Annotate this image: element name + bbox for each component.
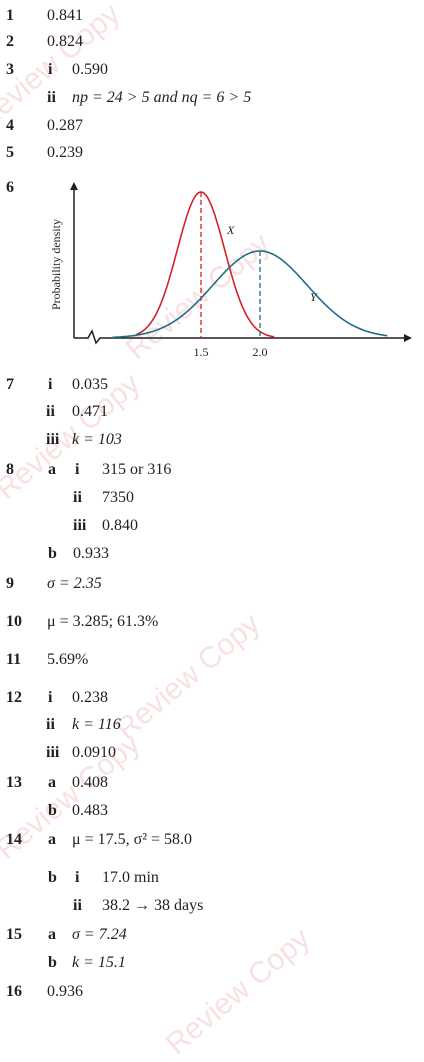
question-number: 14 [6,831,22,848]
question-number: 5 [6,144,14,161]
answer-value: 5.69% [47,651,89,668]
part-label: iii [73,517,87,534]
answer-value: 0.408 [72,774,108,791]
part-label: b [48,545,57,562]
part-label: ii [46,716,55,733]
part-label: i [48,376,53,393]
answer-value: 0.483 [72,802,108,819]
answer-value: 0.590 [72,61,108,78]
normal-curves-chart: Probability density X Y 1.5 2.0 [49,182,412,359]
answer-value: np = 24 > 5 and nq = 6 > 5 [72,89,252,106]
answer-value: k = 15.1 [72,954,126,971]
part-label: a [48,926,56,943]
part-label: b [48,869,57,886]
answer-value: 0.936 [47,983,83,1000]
question-number: 4 [6,117,14,134]
x-tick-label: 2.0 [253,345,268,359]
question-number: 6 [6,179,14,196]
part-label: i [48,689,53,706]
answer-value: 0.035 [72,376,108,393]
question-number: 15 [6,926,22,943]
x-tick-label: 1.5 [194,345,209,359]
answer-value: 0.0910 [72,744,116,761]
answer-value: 0.824 [47,33,83,50]
series-label-y: Y [310,290,318,304]
answer-value: 7350 [102,489,134,506]
question-number: 7 [6,376,14,393]
answer-value: 38.2 → 38 days [102,897,204,914]
part-label: i [75,461,80,478]
part-label: i [48,61,53,78]
curve-y [112,250,388,339]
question-number: 16 [6,983,22,1000]
question-number: 8 [6,461,14,478]
question-number: 3 [6,61,14,78]
part-label: ii [73,897,82,914]
part-label: i [75,869,80,886]
part-label: a [48,831,56,848]
part-label: ii [47,89,56,106]
watermark: Review Copy [159,922,317,1062]
answer-value: 0.238 [72,689,108,706]
answer-value: 0.840 [102,517,138,534]
x-axis-arrow [404,334,412,342]
question-number: 10 [6,613,22,630]
series-label-x: X [226,223,235,237]
y-axis-arrow [70,182,78,190]
part-label: b [48,802,57,819]
part-label: b [48,954,57,971]
question-number: 1 [6,7,14,24]
answer-value: 0.933 [73,545,109,562]
answer-value: 17.0 min [102,869,159,886]
x-axis [74,329,404,345]
question-number: 9 [6,575,14,592]
part-label: ii [73,489,82,506]
question-number: 2 [6,33,14,50]
answer-value: 0.239 [47,144,83,161]
part-label: iii [46,431,60,448]
answer-value: 315 or 316 [102,461,172,478]
answer-value: 0.287 [47,117,83,134]
question-number: 13 [6,774,22,791]
answer-value: 0.841 [47,7,83,24]
answer-value: k = 103 [72,431,122,448]
answer-value: σ = 7.24 [72,926,127,943]
answer-value: 0.471 [72,403,108,420]
answer-value: k = 116 [72,716,121,733]
part-label: a [48,461,56,478]
part-label: iii [46,744,60,761]
answer-value: μ = 3.285; 61.3% [47,613,159,630]
part-label: a [48,774,56,791]
y-axis-label: Probability density [49,219,63,310]
question-number: 11 [6,651,22,668]
answer-value: σ = 2.35 [47,575,102,592]
part-label: ii [46,403,55,420]
question-number: 12 [6,689,22,706]
answer-value: μ = 17.5, σ² = 58.0 [72,831,193,848]
curve-x [135,191,275,338]
